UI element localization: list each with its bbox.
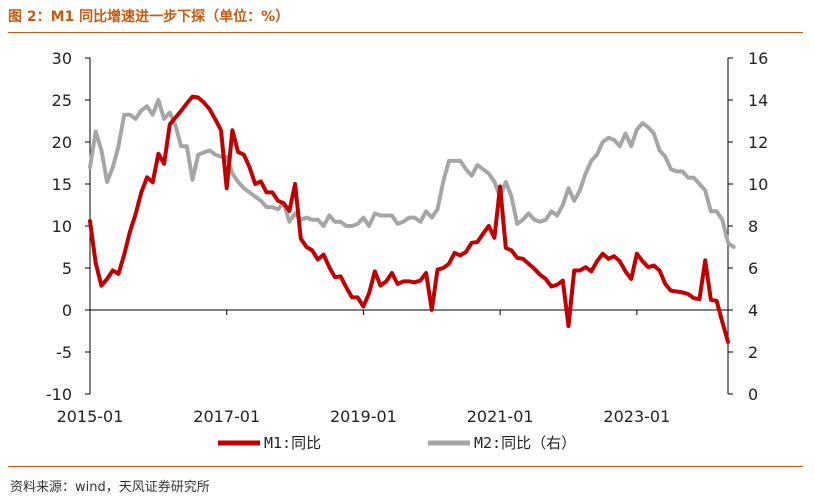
series-line-m2 <box>88 98 736 249</box>
left-tick-label: 25 <box>52 91 72 110</box>
right-tick-label: 12 <box>748 133 768 152</box>
left-tick-label: 0 <box>62 301 72 320</box>
left-tick-label: 5 <box>62 259 72 278</box>
left-tick-label: 20 <box>52 133 72 152</box>
right-tick-label: 2 <box>748 343 758 362</box>
left-tick-label: 30 <box>52 49 72 68</box>
right-tick-label: 8 <box>748 217 758 236</box>
right-tick-label: 4 <box>748 301 758 320</box>
x-tick-label: 2021-01 <box>467 407 534 426</box>
source-divider <box>8 466 803 467</box>
x-tick-label: 2015-01 <box>57 407 124 426</box>
left-tick-label: 10 <box>52 217 72 236</box>
left-tick-label: -10 <box>46 385 72 404</box>
left-tick-label: 15 <box>52 175 72 194</box>
series-line-m1 <box>88 94 730 344</box>
source-note: 资料来源：wind，天风证券研究所 <box>10 480 210 495</box>
x-tick-label: 2023-01 <box>603 407 670 426</box>
title-divider <box>8 32 803 33</box>
right-tick-label: 16 <box>748 49 768 68</box>
right-tick-label: 6 <box>748 259 758 278</box>
right-tick-label: 10 <box>748 175 768 194</box>
right-tick-label: 14 <box>748 91 768 110</box>
legend-label-m1: M1:同比 <box>264 434 321 452</box>
x-tick-label: 2017-01 <box>193 407 260 426</box>
chart-title: 图 2：M1 同比增速进一步下探（单位：%） <box>8 9 290 25</box>
right-tick-label: 0 <box>748 385 758 404</box>
legend-label-m2: M2:同比（右） <box>474 434 576 452</box>
left-tick-label: -5 <box>56 343 72 362</box>
x-tick-label: 2019-01 <box>330 407 397 426</box>
